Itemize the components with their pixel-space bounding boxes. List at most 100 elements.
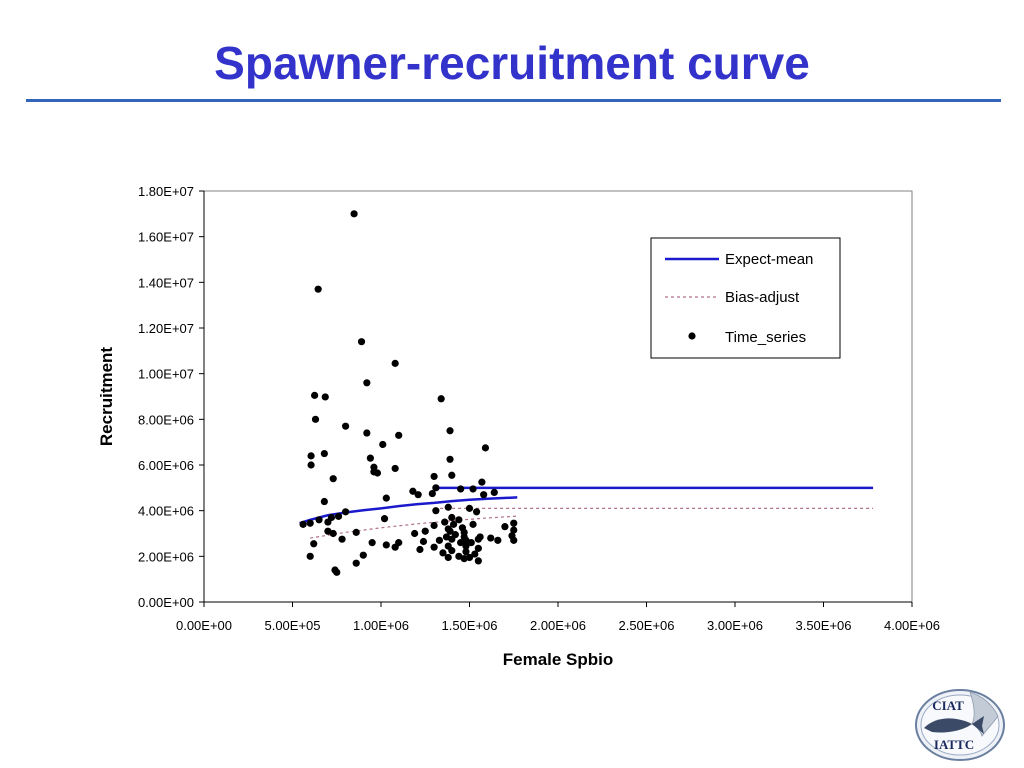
- x-tick-label: 1.50E+06: [441, 618, 497, 633]
- time-series-point: [311, 415, 320, 423]
- time-series-point: [310, 540, 318, 548]
- time-series-point: [494, 536, 502, 544]
- x-axis-label: Female Spbio: [503, 650, 614, 669]
- time-series-point: [299, 520, 307, 528]
- time-series-point: [416, 545, 424, 554]
- x-tick-label: 3.00E+06: [707, 618, 763, 633]
- time-series-point: [368, 539, 376, 547]
- time-series-point: [373, 469, 382, 477]
- time-series-point: [428, 489, 436, 498]
- time-series-point: [462, 536, 470, 544]
- time-series-point: [490, 488, 498, 496]
- time-series-point: [320, 449, 328, 458]
- time-series-point: [419, 537, 428, 546]
- x-axis-ticks: 0.00E+00 5.00E+05 1.00E+06 1.50E+06 2.00E+06…: [176, 602, 940, 633]
- x-tick-label: 1.00E+06: [353, 618, 409, 633]
- time-series-point: [395, 431, 403, 439]
- time-series-point: [334, 512, 343, 520]
- time-series-point: [307, 452, 315, 460]
- time-series-point: [444, 553, 452, 562]
- time-series-point: [439, 549, 447, 557]
- time-series-point: [315, 516, 323, 524]
- time-series-point: [379, 440, 387, 449]
- time-series-point: [382, 494, 390, 502]
- time-series-point: [357, 338, 366, 346]
- y-tick-label: 6.00E+06: [138, 458, 194, 473]
- x-tick-label: 4.00E+06: [884, 618, 940, 633]
- time-series-point: [449, 520, 458, 528]
- time-series-point: [320, 497, 328, 506]
- time-series-point: [321, 393, 329, 401]
- time-series-point: [487, 534, 495, 542]
- legend-label-time-series: Time_series: [725, 329, 806, 346]
- time-series-point: [501, 523, 509, 531]
- time-series-point: [448, 547, 456, 555]
- y-tick-label: 4.00E+06: [138, 504, 194, 519]
- time-series-point: [474, 535, 482, 543]
- legend-label-expect-mean: Expect-mean: [725, 251, 813, 268]
- y-tick-label: 0.00E+00: [138, 595, 194, 610]
- y-tick-label: 1.80E+07: [138, 184, 194, 199]
- time-series-point: [460, 555, 468, 563]
- y-tick-label: 1.00E+07: [138, 367, 194, 382]
- time-series-point: [481, 444, 490, 452]
- time-series-point: [329, 475, 337, 483]
- y-axis-label: Recruitment: [97, 347, 116, 447]
- y-tick-label: 2.00E+06: [138, 549, 194, 564]
- time-series-point: [446, 455, 454, 463]
- time-series-point: [327, 513, 336, 522]
- x-tick-label: 0.00E+00: [176, 618, 232, 633]
- time-series-point: [363, 429, 371, 437]
- time-series-point: [363, 379, 371, 387]
- time-series-point: [350, 210, 358, 218]
- time-series-point: [411, 529, 419, 538]
- x-tick-label: 5.00E+05: [264, 618, 320, 633]
- time-series-point: [462, 548, 470, 556]
- time-series-point: [352, 559, 360, 567]
- time-series-point: [430, 521, 438, 530]
- title-underline: [26, 99, 1001, 102]
- legend: Expect-mean Bias-adjust Time_series: [650, 237, 841, 359]
- time-series-point: [446, 427, 454, 435]
- time-series-point: [444, 503, 452, 511]
- time-series-point: [455, 516, 463, 524]
- time-series-point: [480, 491, 488, 499]
- time-series-point: [437, 395, 445, 403]
- legend-swatch-time-series: [688, 332, 696, 340]
- time-series-point: [311, 391, 319, 399]
- time-series-point: [432, 507, 440, 515]
- time-series-point: [391, 543, 399, 551]
- time-series-point: [469, 520, 477, 528]
- y-tick-label: 1.20E+07: [138, 321, 194, 336]
- ciat-iattc-logo: CIAT IATTC: [915, 689, 1005, 761]
- time-series-point: [478, 478, 486, 486]
- tuna-tail-icon: [972, 716, 984, 734]
- time-series-point: [409, 487, 417, 495]
- time-series-point: [430, 543, 438, 551]
- time-series-point: [460, 528, 468, 536]
- time-series-point: [338, 535, 346, 543]
- time-series-point: [457, 485, 465, 493]
- time-series-point: [472, 508, 481, 516]
- time-series-point: [446, 527, 454, 535]
- time-series-point: [391, 464, 399, 473]
- x-tick-label: 2.00E+06: [530, 618, 586, 633]
- time-series-point: [510, 536, 518, 544]
- time-series-point: [342, 422, 350, 430]
- time-series-point: [307, 461, 315, 469]
- time-series-point: [471, 550, 479, 558]
- time-series-point: [314, 285, 322, 293]
- time-series-point: [380, 515, 389, 523]
- slide-title: Spawner-recruitment curve: [214, 37, 810, 89]
- x-tick-label: 3.50E+06: [795, 618, 851, 633]
- time-series-point: [474, 557, 482, 565]
- y-tick-label: 8.00E+06: [138, 412, 194, 427]
- time-series-point: [329, 529, 337, 538]
- time-series-point: [382, 541, 390, 549]
- time-series-point: [359, 551, 367, 559]
- time-series-point: [342, 508, 350, 516]
- time-series-point: [430, 472, 438, 481]
- time-series-point: [432, 484, 440, 492]
- time-series-point: [448, 513, 456, 522]
